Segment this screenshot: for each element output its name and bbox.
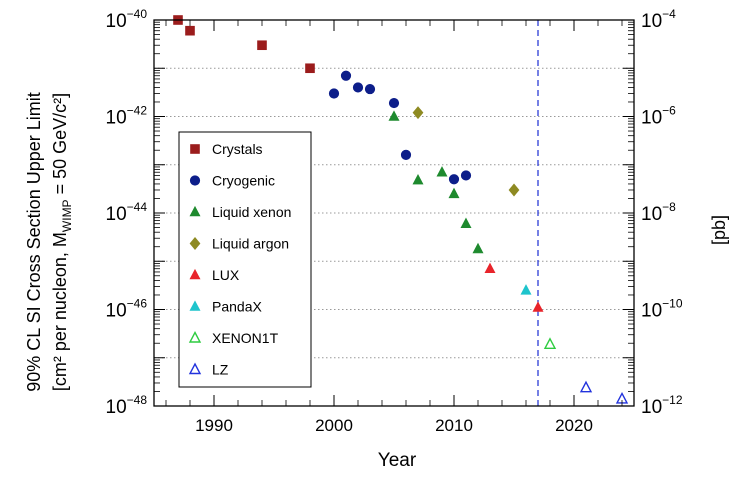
- legend-label-lux: LUX: [212, 267, 240, 283]
- liquid-xenon-point: [388, 110, 400, 121]
- legend-label-xenon1t: XENON1T: [212, 330, 279, 346]
- legend-label-crystals: Crystals: [212, 141, 263, 157]
- legend-label-pandax: PandaX: [212, 299, 262, 315]
- axis-ticks: [154, 19, 634, 407]
- y-tick-label: 10−42: [106, 104, 148, 129]
- crystals-point: [185, 25, 195, 36]
- x-tick-label: 2000: [315, 416, 353, 435]
- y2-axis-title: [pb]: [709, 215, 729, 245]
- y-tick-label: 10−48: [106, 393, 148, 418]
- liquid-xenon-point: [448, 187, 460, 199]
- y-tick-label: 10−46: [106, 297, 148, 322]
- liquid-xenon-point: [412, 173, 424, 185]
- cryogenic-point: [448, 174, 460, 185]
- cryogenic-point: [352, 82, 364, 93]
- legend-marker-lux: [189, 268, 201, 280]
- xenon1t-point: [543, 337, 557, 350]
- legend-marker-crystals: [190, 144, 200, 154]
- y-axis-title-line1: 90% CL SI Cross Section Upper Limit: [24, 92, 44, 391]
- y2-tick-label: 10−12: [641, 393, 683, 418]
- cryogenic-point: [460, 170, 472, 181]
- liquid-xenon-point: [436, 166, 448, 177]
- legend-marker-liquid-xenon: [189, 205, 201, 217]
- legend-label-lz: LZ: [212, 362, 229, 378]
- lz-point: [579, 380, 593, 393]
- legend-marker-pandax: [189, 300, 201, 311]
- y2-tick-label: 10−4: [641, 7, 676, 32]
- liquid-xenon-point: [460, 217, 472, 229]
- cryogenic-point: [364, 83, 376, 95]
- y-tick-label: 10−40: [106, 7, 148, 32]
- pandax-point: [520, 284, 532, 295]
- liquid-xenon-point: [472, 242, 484, 254]
- cryogenic-point: [400, 149, 412, 161]
- y-axis-title-line2: [cm² per nucleon, MWIMP = 50 GeV/c²]: [50, 93, 74, 391]
- legend-marker-xenon1t: [188, 330, 202, 343]
- legend-marker-cryogenic: [189, 175, 201, 186]
- crystals-point: [257, 40, 267, 51]
- crystals-point: [305, 63, 315, 74]
- legend-box: [178, 131, 312, 388]
- x-axis-title: Year: [378, 450, 417, 471]
- legend: Crystals Cryogenic Liquid xenon Liquid argo…: [178, 131, 312, 388]
- y2-tick-label: 10−10: [641, 297, 683, 322]
- liquid-argon-point: [508, 183, 520, 197]
- y-axis-title: 90% CL SI Cross Section Upper Limit [cm²…: [24, 92, 74, 391]
- x-tick-label: 2020: [555, 416, 593, 435]
- legend-label-liquid-argon: Liquid argon: [212, 236, 289, 252]
- cryogenic-point: [328, 88, 340, 99]
- liquid-argon-point: [412, 106, 424, 120]
- legend-label-liquid-xenon: Liquid xenon: [212, 204, 291, 220]
- legend-label-cryogenic: Cryogenic: [212, 173, 275, 189]
- legend-marker-liquid-argon: [189, 237, 201, 250]
- y-tick-label: 10−44: [106, 200, 148, 225]
- legend-marker-lz: [188, 362, 202, 375]
- cryogenic-point: [340, 70, 352, 81]
- x-tick-labels: 1990 2000 2010 2020: [195, 416, 593, 435]
- y-tick-labels: 10−40 10−42 10−44 10−46 10−48 10−4 10−6 10−8 10−…: [106, 7, 683, 418]
- cryogenic-point: [388, 97, 400, 109]
- data-series: [173, 15, 629, 404]
- lux-point: [484, 262, 496, 274]
- x-tick-label: 2010: [435, 416, 473, 435]
- y2-tick-label: 10−8: [641, 200, 676, 225]
- x-tick-label: 1990: [195, 416, 233, 435]
- y2-tick-label: 10−6: [641, 104, 676, 129]
- lux-point: [532, 301, 544, 312]
